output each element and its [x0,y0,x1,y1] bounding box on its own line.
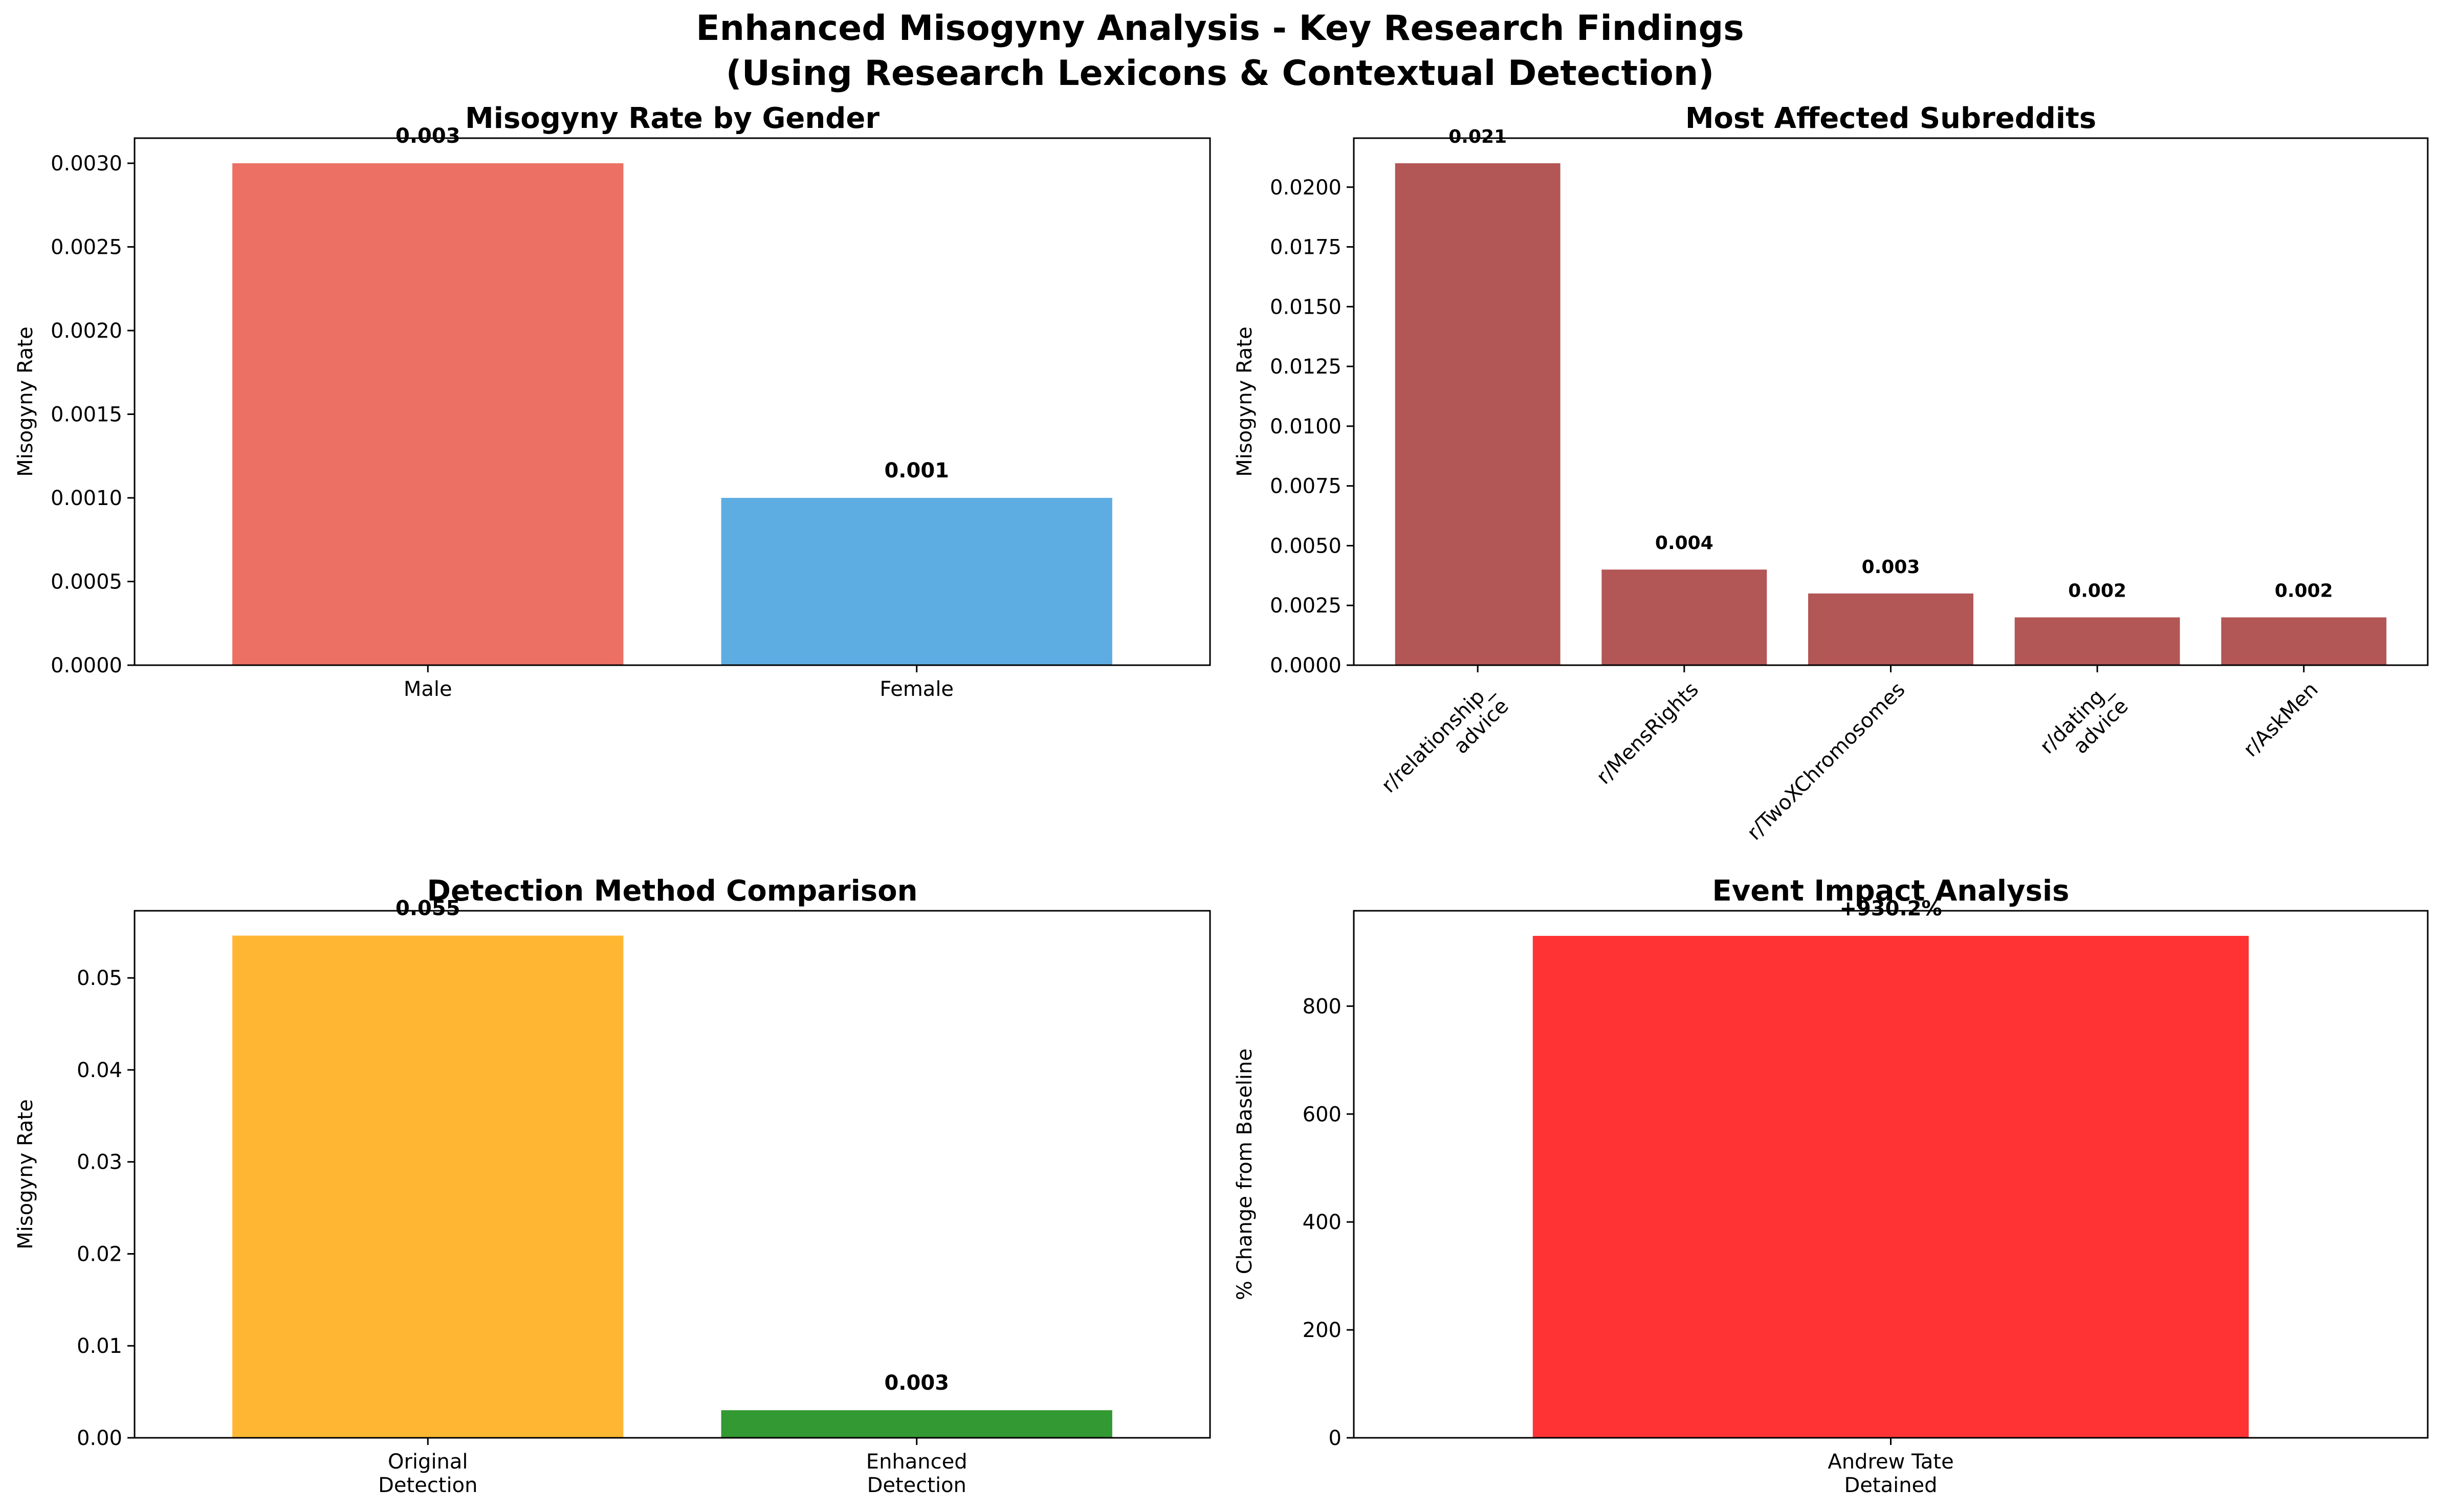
panel-gender: Misogyny Rate by Gender Misogyny Rate 0.00… [14,102,1211,701]
y-tick-label: 0.01 [77,1334,122,1358]
data-label: 0.003 [395,124,460,148]
y-tick-label: 0.03 [77,1151,122,1174]
bar-3 [2014,617,2180,665]
data-label: 0.001 [884,459,949,483]
bar-4 [2221,617,2387,665]
panel-event: Event Impact Analysis % Change from Basel… [1233,874,2429,1497]
bar-0 [1395,163,1560,665]
x-tick-label: r/TwoXChromosomes [1743,678,1910,845]
chart-title: Detection Method Comparison [427,874,918,908]
bar-0 [232,935,624,1438]
data-label: 0.021 [1448,126,1507,147]
y-tick-label: 0.0175 [1270,236,1342,259]
data-label: 0.004 [1655,533,1713,554]
x-tick-label: r/relationship_advice [1377,677,1513,814]
figure-title: Enhanced Misogyny Analysis - Key Researc… [0,6,2440,96]
x-tick-label: Andrew Tate Detained [1828,1450,1953,1497]
data-label: 0.002 [2275,581,2333,602]
plot-frame [1353,910,2429,1439]
panel-detection: Detection Method Comparison Misogyny Rate… [14,874,1211,1497]
y-tick-label: 0.0000 [51,654,122,677]
y-tick-label: 0.0015 [51,403,122,427]
y-tick-label: 0.0020 [51,319,122,343]
x-tick-label: Female [880,677,954,701]
x-tick-label: r/MensRights [1592,678,1703,789]
y-axis-label: Misogyny Rate [1233,326,1257,476]
figure-title-line-1: Enhanced Misogyny Analysis - Key Researc… [696,8,1744,49]
y-tick-label: 0.05 [77,967,122,990]
plot-frame [134,137,1211,666]
chart-title: Event Impact Analysis [1712,874,2070,908]
y-tick-label: 0.0150 [1270,295,1342,319]
plot-frame [134,910,1211,1439]
y-tick-label: 0.04 [77,1059,122,1082]
panel-subreddits: Most Affected Subreddits Misogyny Rate 0.0… [1233,102,2429,845]
y-tick-label: 0.02 [77,1242,122,1266]
bar-1 [721,498,1112,665]
y-tick-label: 0.0025 [51,236,122,259]
bar-2 [1808,593,1973,665]
y-tick-label: 0.0030 [51,152,122,176]
y-tick-label: 400 [1303,1211,1342,1234]
y-tick-label: 0.0125 [1270,355,1342,379]
data-label: 0.003 [884,1371,949,1395]
y-axis-label: Misogyny Rate [14,326,37,476]
bar-1 [1601,569,1767,665]
y-axis-label: Misogyny Rate [14,1099,37,1249]
y-axis-label: % Change from Baseline [1233,1048,1257,1300]
figure-title-line-2: (Using Research Lexicons & Contextual De… [726,53,1714,94]
y-tick-label: 0.0005 [51,571,122,594]
x-tick-label: r/AskMen [2239,678,2323,762]
y-tick-label: 0.0075 [1270,475,1342,498]
y-tick-label: 0 [1329,1427,1342,1450]
y-tick-label: 600 [1303,1103,1342,1126]
y-tick-label: 0.0000 [1270,654,1342,677]
plot-frame [1353,137,2429,666]
bar-0 [1532,936,2249,1438]
bar-1 [721,1410,1112,1438]
data-label: 0.055 [395,897,460,921]
chart-title: Most Affected Subreddits [1685,102,2096,135]
x-tick-label: Original Detection [378,1450,477,1497]
data-label: 0.003 [1862,557,1920,578]
x-tick-label: Enhanced Detection [866,1450,968,1497]
y-tick-label: 200 [1303,1319,1342,1342]
chart-title: Misogyny Rate by Gender [465,102,880,135]
x-tick-label: Male [404,677,452,701]
y-tick-label: 0.0200 [1270,176,1342,200]
bar-0 [232,163,624,665]
y-tick-label: 0.00 [77,1427,122,1450]
y-tick-label: 0.0010 [51,487,122,510]
data-label: +930.2% [1839,897,1942,921]
y-tick-label: 0.0050 [1270,534,1342,558]
y-tick-label: 800 [1303,995,1342,1018]
x-tick-label: r/dating_advice [2035,677,2133,775]
y-tick-label: 0.0025 [1270,594,1342,618]
data-label: 0.002 [2068,581,2126,602]
y-tick-label: 0.0100 [1270,415,1342,439]
